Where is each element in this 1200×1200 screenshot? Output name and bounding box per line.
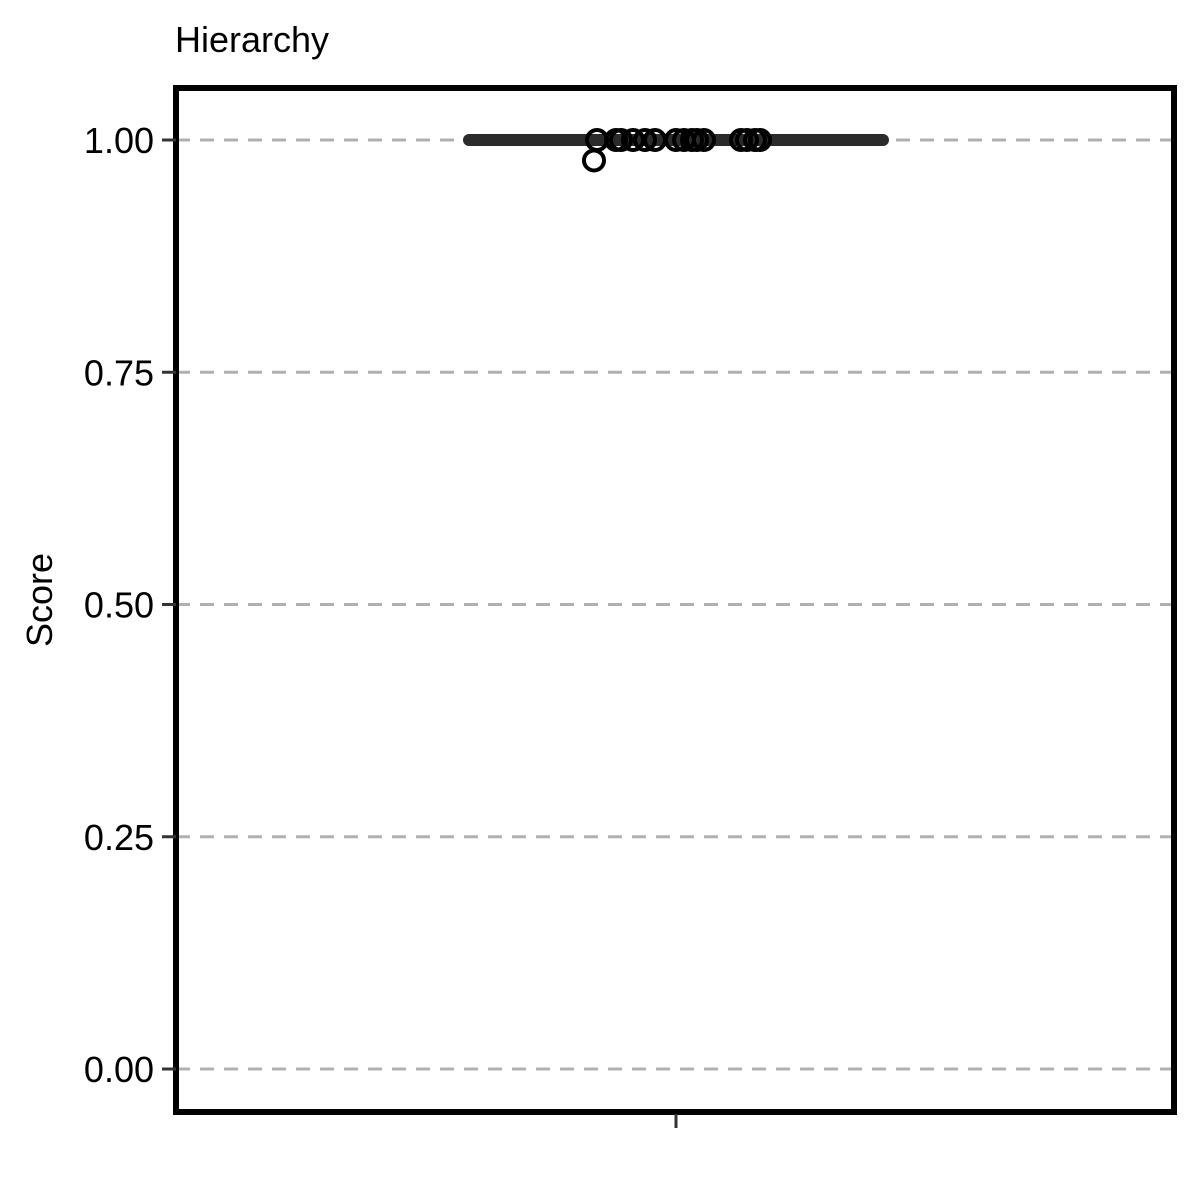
y-axis: 1.00 0.75 0.50 0.25 0.00 [84, 120, 176, 1090]
y-tick-label: 1.00 [84, 120, 154, 161]
y-tick-label: 0.25 [84, 817, 154, 858]
data-point [748, 128, 772, 152]
data-point [582, 148, 606, 173]
y-tick-label: 0.75 [84, 352, 154, 393]
data-point [633, 128, 657, 152]
y-tick-label: 0.50 [84, 585, 154, 626]
data-points [582, 128, 772, 173]
y-tick-label: 0.00 [84, 1049, 154, 1090]
plot-frame [173, 85, 1177, 1115]
data-point [685, 128, 709, 152]
chart-title: Hierarchy [175, 19, 329, 60]
data-point [735, 128, 759, 152]
data-point [609, 128, 633, 152]
data-point [692, 128, 716, 152]
grid-lines [176, 138, 1174, 1071]
y-axis-title: Score [19, 553, 60, 647]
